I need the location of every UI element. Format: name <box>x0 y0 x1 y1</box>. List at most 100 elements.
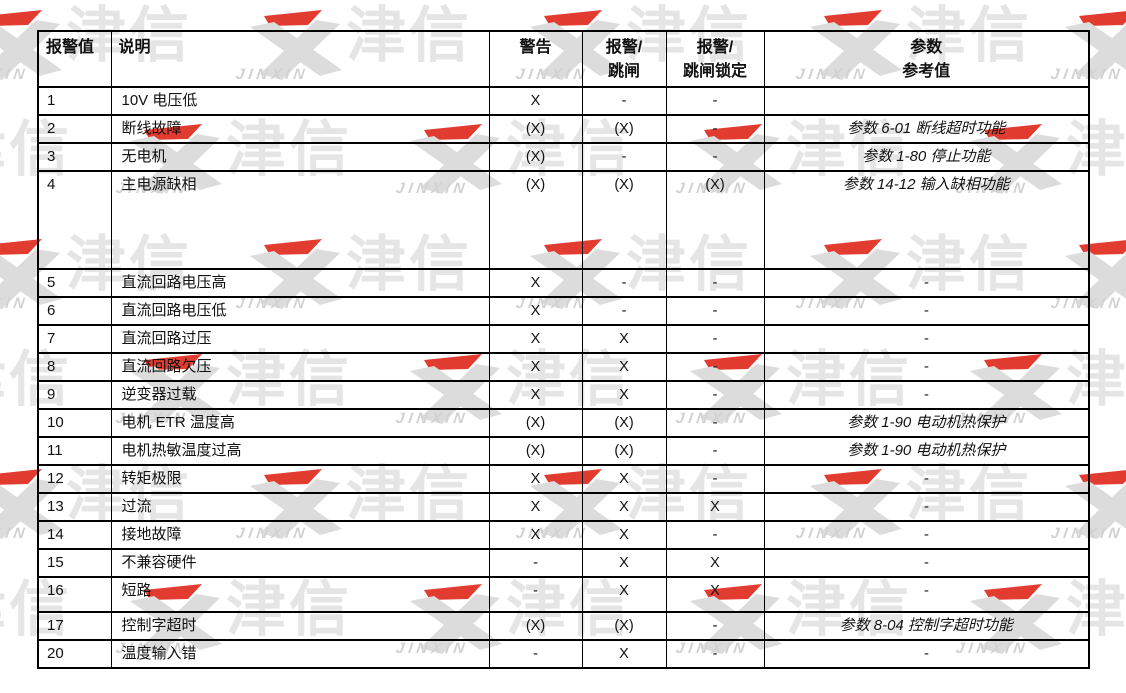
table-row: 13 过流 X X X - <box>37 492 1090 522</box>
warning-cell: X <box>488 520 583 550</box>
column-header-alarm-trip: 报警/跳闸 <box>581 30 667 88</box>
alarm-trip-lock-cell: - <box>665 611 765 641</box>
alarm-trip-cell: (X) <box>581 114 667 144</box>
warning-cell: X <box>488 268 583 298</box>
parameter-cell: - <box>763 520 1090 550</box>
alarm-trip-lock-cell: - <box>665 380 765 410</box>
alarm-value-cell: 5 <box>37 268 112 298</box>
parameter-cell: 参数 1-90 电动机热保护 <box>763 408 1090 438</box>
description-cell: 直流回路欠压 <box>110 352 490 382</box>
alarm-trip-lock-cell: - <box>665 114 765 144</box>
description-cell: 电机热敏温度过高 <box>110 436 490 466</box>
alarm-trip-lock-cell: - <box>665 464 765 494</box>
table-row: 14 接地故障 X X - - <box>37 520 1090 550</box>
column-header-parameter: 参数 参考值 <box>763 30 1090 88</box>
alarm-trip-cell: X <box>581 548 667 578</box>
parameter-cell: - <box>763 296 1090 326</box>
alarm-value-cell: 1 <box>37 86 112 116</box>
description-cell: 无电机 <box>110 142 490 172</box>
alarm-value-cell: 12 <box>37 464 112 494</box>
alarm-trip-cell: (X) <box>581 170 667 270</box>
table-row: 16 短路 - X X - <box>37 576 1090 613</box>
alarm-value-cell: 20 <box>37 639 112 669</box>
alarm-trip-lock-cell: X <box>665 492 765 522</box>
alarm-value-cell: 11 <box>37 436 112 466</box>
warning-cell: (X) <box>488 114 583 144</box>
description-cell: 直流回路电压低 <box>110 296 490 326</box>
warning-cell: X <box>488 86 583 116</box>
warning-cell: (X) <box>488 611 583 641</box>
watermark-latin-text: JINXIN <box>0 525 30 542</box>
alarm-value-cell: 4 <box>37 170 112 270</box>
alarm-value-cell: 9 <box>37 380 112 410</box>
warning-cell: X <box>488 296 583 326</box>
parameter-cell <box>763 86 1090 116</box>
parameter-cell: - <box>763 324 1090 354</box>
warning-cell: X <box>488 352 583 382</box>
alarm-trip-cell: X <box>581 639 667 669</box>
warning-cell: (X) <box>488 408 583 438</box>
watermark-latin-text: JINXIN <box>0 66 30 83</box>
alarm-trip-cell: - <box>581 86 667 116</box>
alarm-trip-cell: X <box>581 380 667 410</box>
parameter-cell: 参数 1-80 停止功能 <box>763 142 1090 172</box>
header-row: 报警值 说明 警告 报警/跳闸 报警/跳闸锁定 参数 参考值 <box>37 30 1090 88</box>
alarm-trip-lock-cell: - <box>665 324 765 354</box>
parameter-cell: - <box>763 576 1090 613</box>
alarm-trip-cell: - <box>581 142 667 172</box>
alarm-value-cell: 10 <box>37 408 112 438</box>
table-row: 15 不兼容硬件 - X X - <box>37 548 1090 578</box>
parameter-cell: - <box>763 268 1090 298</box>
alarm-trip-cell: (X) <box>581 611 667 641</box>
alarm-trip-cell: X <box>581 576 667 613</box>
column-header-alarm-trip-lock: 报警/跳闸锁定 <box>665 30 765 88</box>
table-row: 20 温度输入错 - X - - <box>37 639 1090 669</box>
parameter-cell: - <box>763 548 1090 578</box>
watermark-latin-text: JINXIN <box>0 295 30 312</box>
table-row: 17 控制字超时 (X) (X) - 参数 8-04 控制字超时功能 <box>37 611 1090 641</box>
warning-cell: X <box>488 324 583 354</box>
warning-cell: - <box>488 548 583 578</box>
alarm-value-cell: 7 <box>37 324 112 354</box>
warning-cell: (X) <box>488 170 583 270</box>
table-row: 12 转矩极限 X X - - <box>37 464 1090 494</box>
description-cell: 直流回路电压高 <box>110 268 490 298</box>
alarm-trip-lock-cell: - <box>665 520 765 550</box>
parameter-cell: 参数 1-90 电动机热保护 <box>763 436 1090 466</box>
alarm-value-cell: 6 <box>37 296 112 326</box>
description-cell: 控制字超时 <box>110 611 490 641</box>
alarm-trip-cell: X <box>581 324 667 354</box>
alarm-value-cell: 16 <box>37 576 112 613</box>
description-cell: 过流 <box>110 492 490 522</box>
alarm-trip-lock-cell: - <box>665 268 765 298</box>
table-row: 2 断线故障 (X) (X) - 参数 6-01 断线超时功能 <box>37 114 1090 144</box>
alarm-trip-lock-cell: - <box>665 352 765 382</box>
table-row: 8 直流回路欠压 X X - - <box>37 352 1090 382</box>
alarm-trip-lock-cell: - <box>665 142 765 172</box>
alarm-trip-cell: - <box>581 268 667 298</box>
alarm-trip-lock-cell: - <box>665 86 765 116</box>
alarm-value-cell: 13 <box>37 492 112 522</box>
table-row: 4 主电源缺相 (X) (X) (X) 参数 14-12 输入缺相功能 <box>37 170 1090 270</box>
description-cell: 不兼容硬件 <box>110 548 490 578</box>
alarm-value-cell: 14 <box>37 520 112 550</box>
table-row: 7 直流回路过压 X X - - <box>37 324 1090 354</box>
alarm-value-cell: 2 <box>37 114 112 144</box>
parameter-cell: - <box>763 639 1090 669</box>
alarm-trip-lock-cell: (X) <box>665 170 765 270</box>
table-row: 1 10V 电压低 X - - <box>37 86 1090 116</box>
parameter-cell: - <box>763 352 1090 382</box>
description-cell: 主电源缺相 <box>110 170 490 270</box>
description-cell: 温度输入错 <box>110 639 490 669</box>
table-row: 5 直流回路电压高 X - - - <box>37 268 1090 298</box>
column-header-warning: 警告 <box>488 30 583 88</box>
description-cell: 逆变器过载 <box>110 380 490 410</box>
warning-cell: (X) <box>488 436 583 466</box>
alarm-trip-cell: - <box>581 296 667 326</box>
alarm-trip-lock-cell: - <box>665 436 765 466</box>
alarm-trip-cell: (X) <box>581 436 667 466</box>
parameter-cell: 参数 14-12 输入缺相功能 <box>763 170 1090 270</box>
warning-cell: - <box>488 576 583 613</box>
table-row: 9 逆变器过载 X X - - <box>37 380 1090 410</box>
